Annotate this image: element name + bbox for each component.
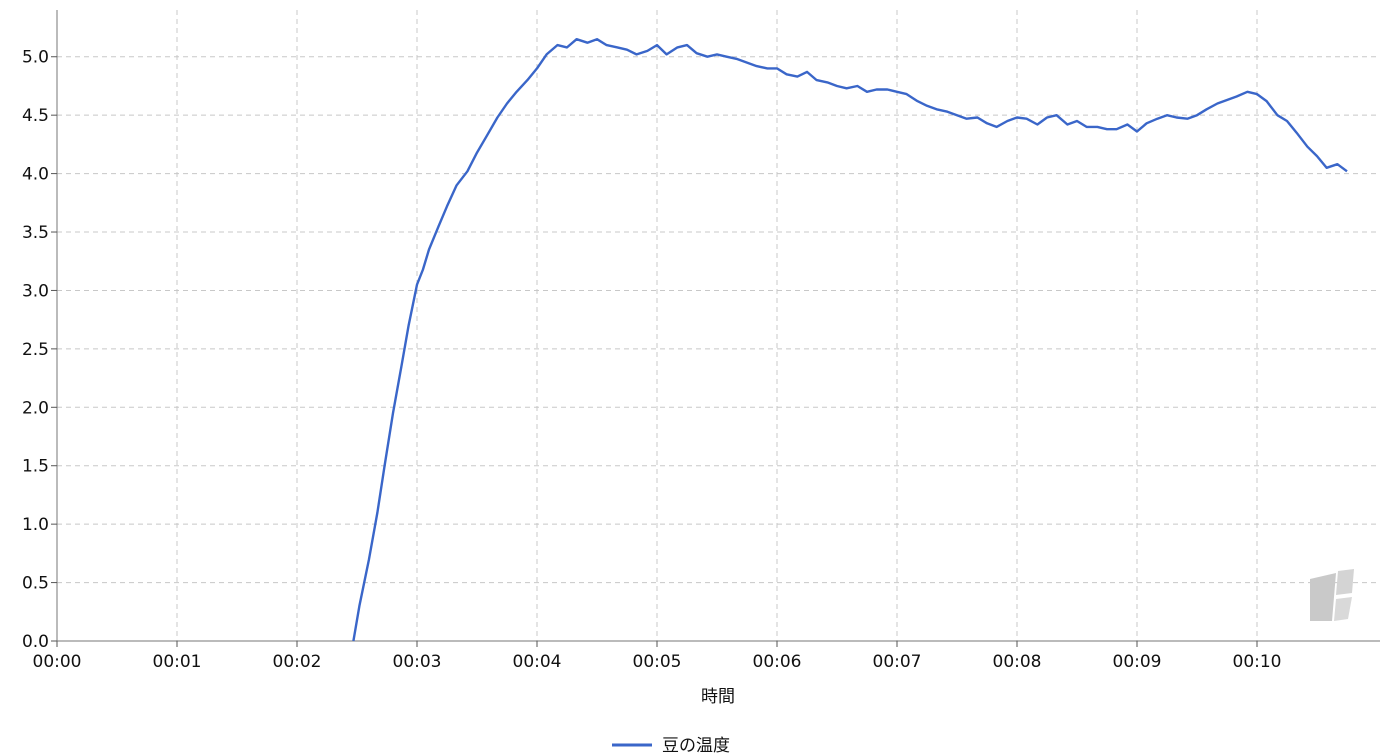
y-tick-label: 1.0 bbox=[22, 515, 49, 535]
x-tick-label: 00:06 bbox=[753, 652, 802, 672]
y-tick-label: 5.0 bbox=[22, 48, 49, 68]
x-tick-label: 00:10 bbox=[1233, 652, 1282, 672]
y-tick-label: 4.0 bbox=[22, 165, 49, 185]
legend-label-bean-temp: 豆の温度 bbox=[662, 736, 730, 756]
legend: 豆の温度 bbox=[612, 736, 730, 756]
y-tick-label: 4.5 bbox=[22, 106, 49, 126]
y-tick-label: 3.5 bbox=[22, 223, 49, 243]
x-axis-title: 時間 bbox=[701, 687, 735, 707]
y-tick-label: 1.5 bbox=[22, 457, 49, 477]
x-tick-label: 00:01 bbox=[153, 652, 202, 672]
series-layer bbox=[352, 38, 1348, 642]
x-tick-label: 00:09 bbox=[1113, 652, 1162, 672]
x-tick-label: 00:02 bbox=[273, 652, 322, 672]
x-tick-label: 00:05 bbox=[633, 652, 682, 672]
x-tick-label: 00:00 bbox=[33, 652, 82, 672]
x-tick-label: 00:07 bbox=[873, 652, 922, 672]
x-tick-label: 00:03 bbox=[393, 652, 442, 672]
y-axis-ticks: 0.0 0.5 1.0 1.5 2.0 2.5 3.0 3.5 4.0 4.5 5.0 bbox=[22, 48, 57, 652]
y-tick-label: 0.5 bbox=[22, 574, 49, 594]
x-tick-label: 00:08 bbox=[993, 652, 1042, 672]
y-tick-label: 2.0 bbox=[22, 398, 49, 418]
y-tick-label: 2.5 bbox=[22, 340, 49, 360]
x-tick-label: 00:04 bbox=[513, 652, 562, 672]
grid bbox=[57, 10, 1380, 641]
y-tick-label: 0.0 bbox=[22, 632, 49, 652]
series-line-bean-temp bbox=[352, 38, 1348, 642]
x-axis-ticks: 00:00 00:01 00:02 00:03 00:04 00:05 00:06 00:07… bbox=[33, 641, 1282, 672]
y-tick-label: 3.0 bbox=[22, 281, 49, 301]
logo-watermark-icon bbox=[1310, 569, 1354, 621]
axes bbox=[56, 10, 1380, 642]
